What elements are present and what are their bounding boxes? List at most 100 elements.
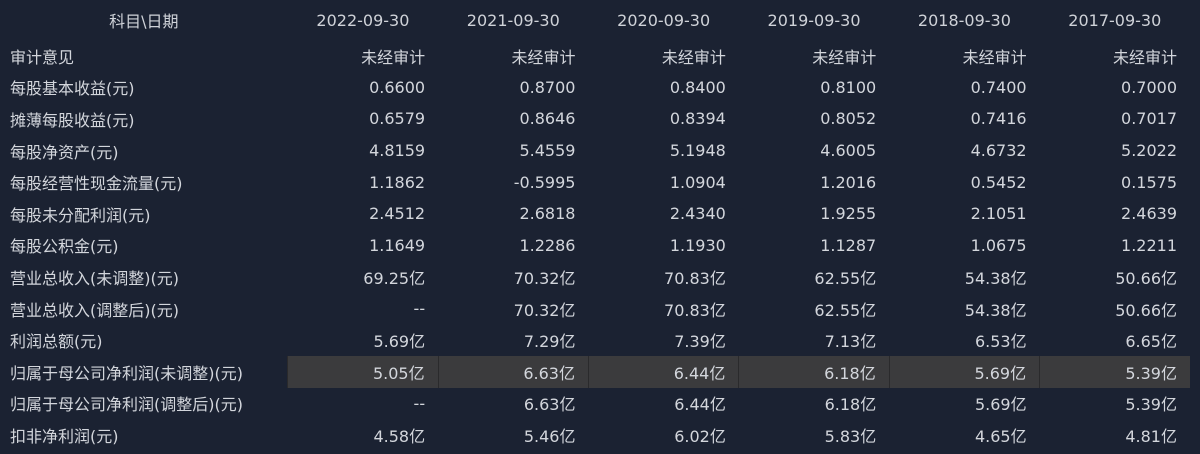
cell-value: 62.55亿 [814, 268, 877, 288]
cell-value: 2.1051 [970, 204, 1027, 224]
cell-value: 0.8394 [669, 109, 726, 129]
cell-value: 5.05亿 [287, 355, 439, 388]
cell-value: 0.7416 [970, 109, 1027, 129]
cell-value: 未经审计 [511, 47, 576, 67]
row-label: 审计意见 [10, 47, 75, 67]
cell-value: 未经审计 [361, 47, 426, 67]
cell-value: 4.6732 [970, 141, 1027, 161]
cell-value: 6.63亿 [523, 395, 576, 415]
cell-value: 0.7000 [1121, 77, 1177, 97]
cell-value: 7.39亿 [674, 332, 726, 352]
table-row[interactable]: 每股公积金(元) 1.1649 1.2286 1.1930 1.1287 1.0675 1.… [0, 230, 1190, 262]
cell-value: 6.18亿 [738, 355, 890, 388]
header-label: 科目\日期 [109, 12, 179, 31]
cell-value: 4.65亿 [974, 426, 1027, 446]
cell-value: 5.1948 [669, 141, 726, 161]
cell-value: 6.44亿 [587, 355, 739, 388]
cell-value: 6.65亿 [1125, 332, 1177, 352]
cell-value: 4.6005 [820, 141, 877, 161]
cell-value: 6.02亿 [674, 426, 726, 446]
row-label: 每股未分配利润(元) [10, 205, 151, 225]
cell-value: 6.63亿 [437, 355, 589, 388]
cell-value: 0.6579 [369, 109, 426, 129]
cell-value: 2.4512 [369, 204, 426, 224]
cell-value: 1.1287 [820, 235, 877, 255]
row-label: 营业总收入(未调整)(元) [10, 268, 179, 288]
cell-value: 2.4340 [669, 204, 726, 224]
cell-value: -0.5995 [513, 172, 576, 192]
row-label: 每股基本收益(元) [10, 79, 135, 99]
cell-value: 4.8159 [369, 141, 426, 161]
row-label: 每股净资产(元) [10, 142, 119, 162]
cell-value: 1.2286 [519, 235, 576, 255]
cell-value: 62.55亿 [814, 300, 877, 320]
table-row[interactable]: 每股净资产(元) 4.8159 5.4559 5.1948 4.6005 4.6732 5.… [0, 135, 1190, 167]
header-date[interactable]: 2017-09-30 [1068, 10, 1162, 30]
cell-value: 1.0675 [970, 235, 1027, 255]
cell-value: 6.44亿 [674, 395, 726, 415]
cell-value: 6.53亿 [974, 332, 1027, 352]
table-row[interactable]: 营业总收入(调整后)(元) -- 70.32亿 70.83亿 62.55亿 54.38亿 5… [0, 293, 1190, 325]
cell-value: 5.4559 [519, 141, 576, 161]
table-row[interactable]: 归属于母公司净利润(调整后)(元) -- 6.63亿 6.44亿 6.18亿 5.69亿 5… [0, 388, 1190, 420]
cell-value: 5.39亿 [1125, 395, 1177, 415]
cell-value: 50.66亿 [1115, 268, 1177, 288]
row-label: 扣非净利润(元) [10, 426, 119, 446]
cell-value: 0.8100 [820, 77, 877, 97]
cell-value: 未经审计 [661, 47, 726, 67]
cell-value: 0.7017 [1121, 109, 1177, 129]
cell-value: 4.58亿 [373, 426, 426, 446]
header-date[interactable]: 2019-09-30 [767, 10, 861, 30]
cell-value: 未经审计 [962, 47, 1027, 67]
cell-value: 69.25亿 [363, 268, 426, 288]
cell-value: 4.81亿 [1125, 426, 1177, 446]
table-row[interactable]: 审计意见 未经审计 未经审计 未经审计 未经审计 未经审计 未经审计 [0, 40, 1190, 72]
cell-value: 7.29亿 [523, 332, 576, 352]
table-row[interactable]: 扣非净利润(元) 4.58亿 5.46亿 6.02亿 5.83亿 4.65亿 4.81亿 [0, 419, 1190, 451]
header-date[interactable]: 2020-09-30 [617, 10, 711, 30]
cell-value: 1.0904 [669, 172, 726, 192]
cell-value: 5.69亿 [373, 332, 426, 352]
table-row[interactable]: 营业总收入(未调整)(元) 69.25亿 70.32亿 70.83亿 62.55亿 54.… [0, 261, 1190, 293]
cell-value: 6.18亿 [824, 395, 877, 415]
header-date[interactable]: 2021-09-30 [466, 10, 560, 30]
cell-value: 0.1575 [1121, 172, 1177, 192]
cell-value: 2.4639 [1121, 204, 1177, 224]
cell-value: 2.6818 [519, 204, 576, 224]
cell-value: 5.2022 [1121, 141, 1177, 161]
row-label: 摊薄每股收益(元) [10, 110, 135, 130]
cell-value: 5.83亿 [824, 426, 877, 446]
cell-value: 0.6600 [369, 77, 426, 97]
cell-value: 1.1930 [669, 235, 726, 255]
cell-value: 1.2016 [820, 172, 877, 192]
row-label: 归属于母公司净利润(未调整)(元) [10, 363, 243, 383]
cell-value: 0.7400 [970, 77, 1027, 97]
cell-value: 70.83亿 [664, 300, 726, 320]
header-date[interactable]: 2018-09-30 [917, 10, 1011, 30]
cell-value: 50.66亿 [1115, 300, 1177, 320]
cell-value: 1.9255 [820, 204, 877, 224]
table-row[interactable]: 每股基本收益(元) 0.6600 0.8700 0.8400 0.8100 0.7400 0… [0, 72, 1190, 104]
table-row[interactable]: 利润总额(元) 5.69亿 7.29亿 7.39亿 7.13亿 6.53亿 6.65亿 [0, 324, 1190, 356]
table-row[interactable]: 每股经营性现金流量(元) 1.1862 -0.5995 1.0904 1.2016 0.5… [0, 166, 1190, 198]
row-label: 归属于母公司净利润(调整后)(元) [10, 395, 243, 415]
row-label: 营业总收入(调整后)(元) [10, 300, 179, 320]
cell-value: -- [413, 299, 426, 319]
cell-value: 1.2211 [1121, 235, 1177, 255]
table-row[interactable]: 归属于母公司净利润(未调整)(元) 5.05亿 6.63亿 6.44亿 6.18亿 5.6… [0, 355, 1190, 388]
cell-value: 0.8400 [669, 77, 726, 97]
table-row[interactable]: 摊薄每股收益(元) 0.6579 0.8646 0.8394 0.8052 0.7416 0… [0, 103, 1190, 135]
table-row[interactable]: 每股未分配利润(元) 2.4512 2.6818 2.4340 1.9255 2.1051… [0, 198, 1190, 230]
cell-value: 5.69亿 [888, 355, 1040, 388]
cell-value: 5.46亿 [523, 426, 576, 446]
header-date[interactable]: 2022-09-30 [316, 10, 410, 30]
cell-value: 54.38亿 [964, 300, 1027, 320]
cell-value: 70.32亿 [513, 300, 576, 320]
cell-value: 70.83亿 [664, 268, 726, 288]
header-row: 科目\日期 2022-09-30 2021-09-30 2020-09-30 2… [0, 0, 1190, 40]
cell-value: 70.32亿 [513, 268, 576, 288]
cell-value: 7.13亿 [824, 332, 877, 352]
cell-value: 0.5452 [970, 172, 1027, 192]
cell-value: 0.8700 [519, 77, 576, 97]
